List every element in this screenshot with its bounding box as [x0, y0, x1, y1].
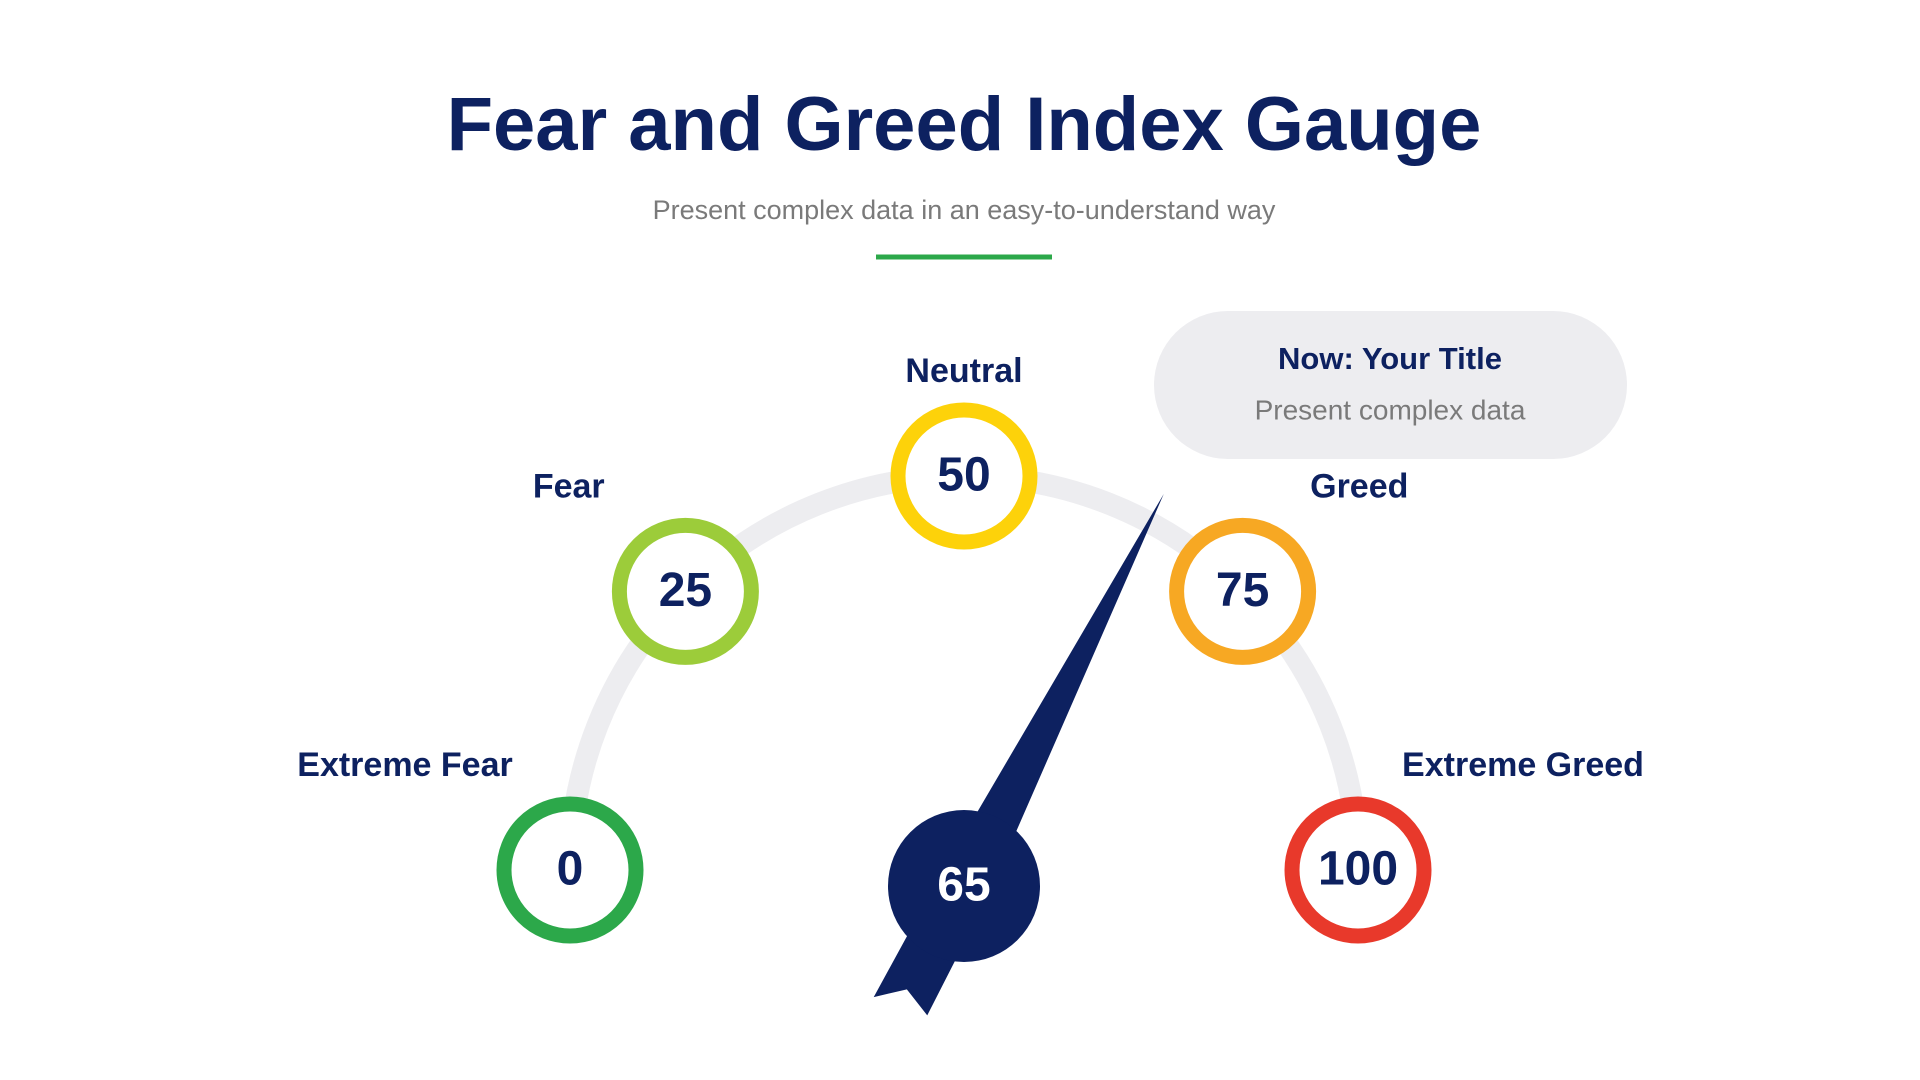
zone-name: Greed: [1310, 467, 1408, 505]
tick-ring: [890, 402, 1038, 550]
gauge: 0 Extreme Fear 25 Fear 50 Neutral 75 Greed 100 Ex…: [297, 352, 1644, 1016]
tick-value: 0: [557, 843, 584, 896]
zone-name: Fear: [533, 467, 605, 505]
callout-text: Present complex data: [1255, 394, 1526, 425]
tick-value: 50: [937, 449, 990, 502]
callout-title: Now: Your Title: [1278, 341, 1502, 376]
zone-name: Extreme Fear: [297, 746, 512, 784]
tick-ring: [1169, 517, 1317, 665]
tick-ring: [611, 517, 759, 665]
needle-hub: [888, 810, 1040, 962]
chart-subtitle: Present complex data in an easy-to-under…: [653, 195, 1276, 225]
chart-title: Fear and Greed Index Gauge: [447, 82, 1482, 167]
tick-value: 100: [1318, 843, 1398, 896]
callout-box: [1154, 311, 1627, 459]
tick-ring: [1284, 796, 1432, 944]
tick-value: 75: [1216, 564, 1269, 617]
zone-name: Neutral: [905, 352, 1022, 390]
tick-value: 25: [659, 564, 712, 617]
zone-name: Extreme Greed: [1402, 746, 1644, 784]
tick-ring: [496, 796, 644, 944]
needle-value: 65: [937, 859, 990, 912]
